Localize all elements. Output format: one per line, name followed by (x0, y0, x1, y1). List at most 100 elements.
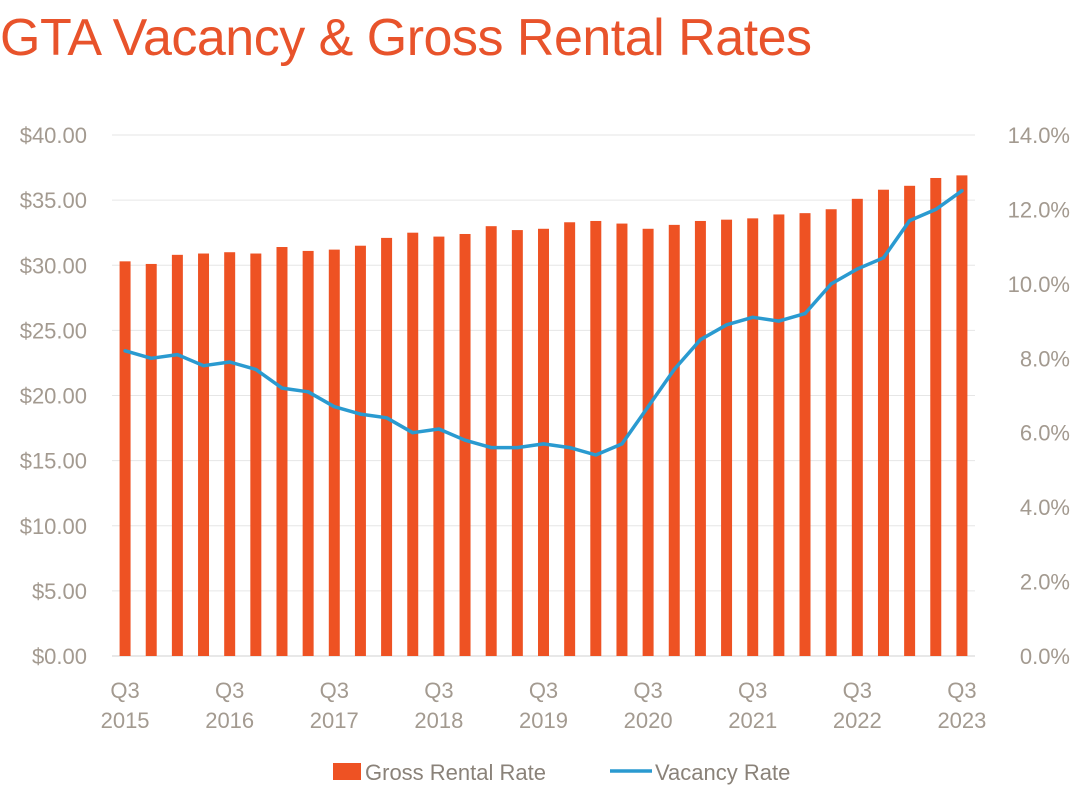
bar (433, 236, 445, 656)
bar (616, 223, 628, 656)
x-tick-label: Q3 (424, 678, 453, 703)
bar (276, 247, 288, 656)
bar (721, 219, 733, 656)
line-point (620, 442, 624, 446)
x-tick-label: Q3 (843, 678, 872, 703)
y-right-tick-label: 6.0% (1020, 421, 1070, 446)
bar (302, 250, 314, 657)
line-point (437, 427, 441, 431)
line-point (908, 218, 912, 223)
x-tick-label-year: 2022 (833, 708, 882, 733)
line-point (384, 416, 389, 420)
bar (956, 175, 968, 656)
y-axis-left: $0.00 $5.00 $10.00 $15.00 $20.00 $25.00 $30.00… (20, 123, 87, 669)
y-right-tick-label: 2.0% (1020, 570, 1070, 595)
x-tick-label-year: 2017 (310, 708, 359, 733)
bar (851, 198, 863, 656)
y-left-tick-label: $40.00 (20, 123, 87, 148)
line-point (803, 312, 807, 316)
y-right-tick-label: 12.0% (1008, 197, 1070, 222)
y-right-tick-label: 0.0% (1020, 644, 1070, 669)
line-point (515, 446, 519, 450)
line-point (594, 453, 598, 457)
bar (904, 185, 916, 657)
bar (171, 254, 183, 656)
y-left-tick-label: $0.00 (32, 644, 87, 669)
y-left-tick-label: $30.00 (20, 253, 87, 278)
line-point (777, 319, 781, 323)
legend-label-gross-rental-rate: Gross Rental Rate (365, 760, 546, 785)
line-point (201, 364, 206, 368)
bar (668, 224, 680, 656)
x-tick-label: Q3 (738, 678, 767, 703)
bar (198, 253, 210, 656)
y-left-tick-label: $5.00 (32, 579, 87, 604)
line-point (463, 438, 467, 442)
line-point (489, 446, 493, 450)
line-point (934, 207, 938, 212)
y-right-tick-label: 8.0% (1020, 346, 1070, 371)
bar (773, 214, 785, 656)
bar (224, 252, 236, 656)
line-point (568, 446, 572, 450)
line-point (175, 352, 179, 357)
y-right-tick-label: 4.0% (1020, 495, 1070, 520)
y-right-tick-label: 10.0% (1008, 272, 1070, 297)
x-tick-label: Q3 (947, 678, 976, 703)
x-tick-label: Q3 (110, 678, 139, 703)
y-left-tick-label: $35.00 (20, 188, 87, 213)
line-point (358, 412, 363, 416)
line-point (698, 338, 703, 342)
bar (590, 220, 602, 656)
bar (747, 218, 759, 657)
line-point (541, 442, 546, 446)
x-tick-label: Q3 (320, 678, 349, 703)
x-tick-label-year: 2023 (937, 708, 986, 733)
x-tick-label: Q3 (633, 678, 662, 703)
x-tick-label-year: 2021 (728, 708, 777, 733)
line-point (411, 431, 415, 435)
bar (642, 228, 654, 656)
bar (381, 237, 393, 656)
line-point (228, 360, 232, 364)
bar (119, 261, 131, 656)
bar (328, 249, 340, 656)
bar (694, 220, 706, 656)
x-tick-label-year: 2016 (205, 708, 254, 733)
y-left-tick-label: $10.00 (20, 514, 87, 539)
bar (877, 189, 889, 656)
x-tick-label: Q3 (529, 678, 558, 703)
line-point (280, 386, 284, 390)
bar (407, 232, 419, 656)
x-tick-label-year: 2020 (624, 708, 673, 733)
x-axis: Q3 2015 Q3 2016 Q3 2017 Q3 2018 Q3 2019 Q3 2020 Q3 20… (101, 678, 987, 733)
legend-label-vacancy-rate: Vacancy Rate (655, 760, 790, 785)
y-left-tick-label: $15.00 (20, 449, 87, 474)
y-right-tick-label: 14.0% (1008, 123, 1070, 148)
bar (564, 222, 576, 656)
line-point (751, 315, 755, 319)
bar (930, 177, 942, 657)
bar (250, 253, 262, 656)
bar (485, 226, 497, 657)
bar (354, 245, 366, 656)
x-tick-label-year: 2015 (101, 708, 150, 733)
y-axis-right: 0.0% 2.0% 4.0% 6.0% 8.0% 10.0% 12.0% 14.0% (1008, 123, 1070, 669)
line-point (960, 189, 964, 193)
bar (511, 230, 523, 656)
y-left-tick-label: $20.00 (20, 384, 87, 409)
bar (145, 263, 157, 656)
line-point (149, 356, 153, 360)
bar-series-gross-rental-rate (119, 175, 968, 657)
bar (825, 209, 837, 656)
x-tick-label-year: 2019 (519, 708, 568, 733)
chart-title: GTA Vacancy & Gross Rental Rates (0, 9, 812, 67)
x-tick-label: Q3 (215, 678, 244, 703)
line-point (672, 367, 676, 372)
x-tick-label-year: 2018 (414, 708, 463, 733)
line-point (881, 256, 886, 260)
line-point (254, 367, 258, 372)
line-point (332, 405, 336, 409)
bar (459, 233, 471, 657)
